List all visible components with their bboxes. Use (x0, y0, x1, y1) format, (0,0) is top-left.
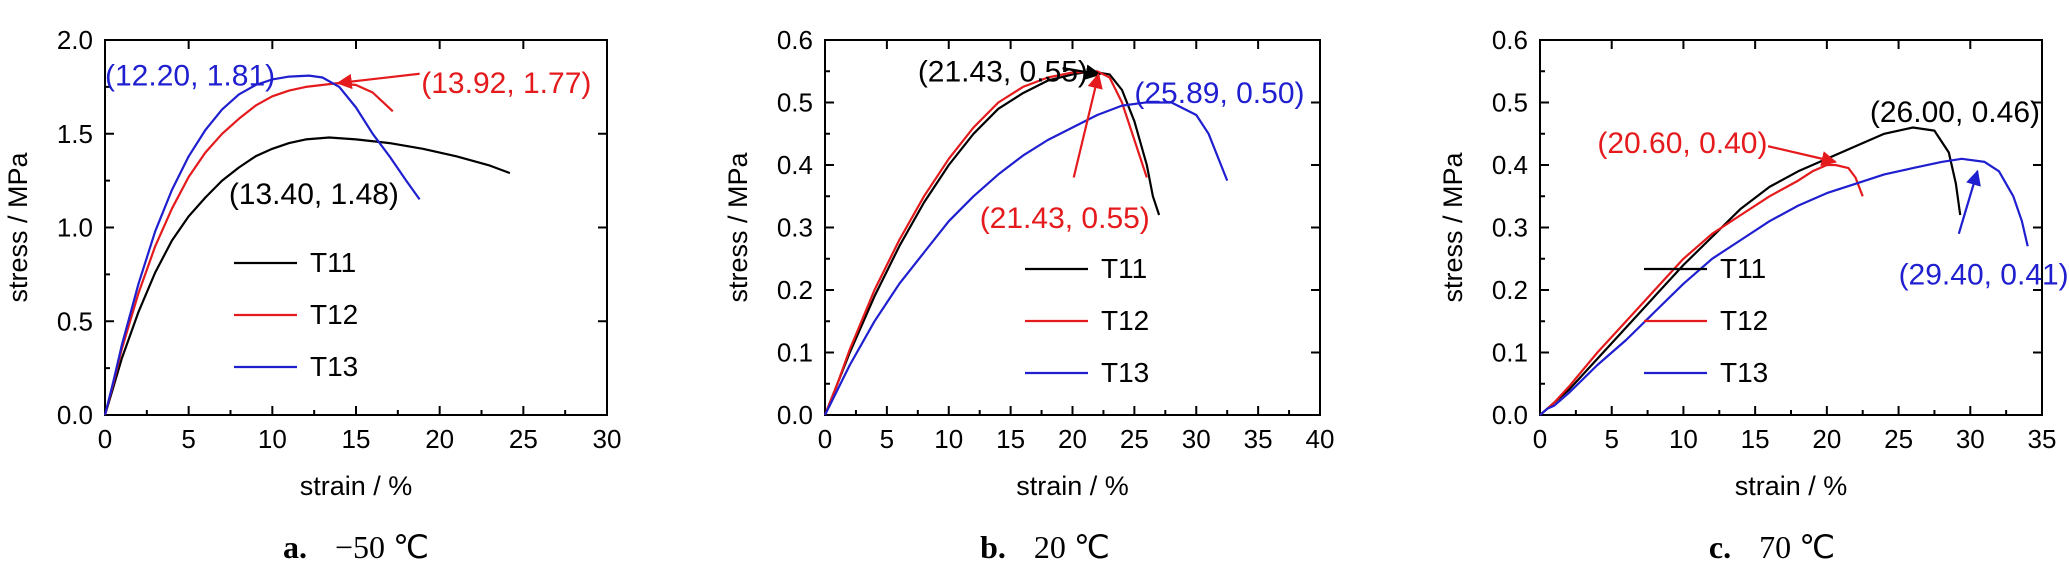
caption-condition: 20 ℃ (1034, 529, 1110, 565)
x-tick-label: 5 (181, 424, 195, 454)
legend-label-t11: T11 (310, 247, 356, 278)
y-tick-label: 0.6 (777, 25, 813, 55)
x-tick-label: 15 (996, 424, 1025, 454)
peak-annotation: (20.60, 0.40) (1597, 127, 1767, 160)
caption-letter: c. (1709, 529, 1731, 565)
peak-annotation: (21.43, 0.55) (980, 202, 1150, 235)
x-axis-title: strain / % (300, 471, 413, 501)
y-tick-label: 1.5 (57, 119, 93, 149)
peak-annotation: (13.92, 1.77) (421, 67, 591, 100)
x-tick-label: 25 (509, 424, 538, 454)
y-tick-label: 0.5 (1492, 88, 1528, 118)
x-tick-label: 30 (1956, 424, 1985, 454)
x-tick-label: 0 (98, 424, 112, 454)
caption-condition: 70 ℃ (1759, 529, 1835, 565)
y-tick-label: 0.0 (1492, 400, 1528, 430)
y-tick-label: 0.3 (777, 213, 813, 243)
x-tick-label: 15 (1741, 424, 1770, 454)
legend-label-t13: T13 (310, 351, 358, 382)
series-line-t13 (1539, 157, 2029, 416)
x-tick-label: 5 (1604, 424, 1618, 454)
x-tick-label: 25 (1120, 424, 1149, 454)
legend-label-t11: T11 (1720, 253, 1766, 284)
y-axis-title: stress / MPa (723, 152, 753, 303)
x-tick-label: 10 (1669, 424, 1698, 454)
x-tick-label: 40 (1306, 424, 1335, 454)
legend-label-t13: T13 (1720, 357, 1768, 388)
x-axis-title: strain / % (1735, 471, 1848, 501)
y-axis-title: stress / MPa (3, 152, 33, 303)
annotation-arrow (1072, 72, 1103, 178)
y-tick-label: 0.0 (777, 400, 813, 430)
y-tick-label: 0.1 (1492, 338, 1528, 368)
legend-label-t13: T13 (1101, 357, 1149, 388)
x-tick-label: 30 (1182, 424, 1211, 454)
legend-label-t12: T12 (1101, 305, 1149, 336)
peak-annotation: (13.40, 1.48) (229, 178, 399, 211)
annotation-arrow (336, 72, 420, 90)
series-line-t12 (1539, 163, 1864, 416)
y-tick-label: 0.2 (777, 275, 813, 305)
series-line-t11 (1539, 126, 1962, 416)
y-axis-title: stress / MPa (1438, 152, 1468, 303)
panel-c: 0 5 10 15 20 25 30 35 0.0 0.1 0.2 0.3 0.4 0.5 0.6 strai… (1438, 25, 2069, 565)
caption-letter: a. (283, 529, 307, 565)
panel-caption: b. 20 ℃ (980, 529, 1110, 565)
panel-a: 0 5 10 15 20 25 30 0.0 0.5 1.0 1.5 2.0 strain / % str… (3, 25, 621, 565)
caption-condition: −50 ℃ (335, 529, 429, 565)
x-tick-label: 15 (342, 424, 371, 454)
y-tick-label: 2.0 (57, 25, 93, 55)
y-tick-label: 0.1 (777, 338, 813, 368)
legend-label-t12: T12 (310, 299, 358, 330)
series-line-t12 (823, 70, 1148, 416)
x-tick-label: 0 (1533, 424, 1547, 454)
y-tick-label: 0.0 (57, 400, 93, 430)
x-tick-label: 20 (425, 424, 454, 454)
x-tick-label: 30 (593, 424, 622, 454)
peak-annotation: (21.43, 0.55) (918, 55, 1088, 88)
caption-letter: b. (980, 529, 1006, 565)
peak-annotation: (29.40, 0.41) (1899, 258, 2069, 291)
x-tick-label: 10 (934, 424, 963, 454)
y-tick-label: 1.0 (57, 213, 93, 243)
series-line-t13 (824, 101, 1229, 416)
series-line-t11 (103, 136, 511, 416)
x-tick-label: 10 (258, 424, 287, 454)
annotation-arrow (1957, 169, 1981, 235)
peak-annotation: (12.20, 1.81) (105, 60, 275, 93)
x-tick-label: 25 (1884, 424, 1913, 454)
peak-annotation: (26.00, 0.46) (1870, 96, 2040, 129)
panel-caption: c. 70 ℃ (1709, 529, 1835, 565)
legend-label-t12: T12 (1720, 305, 1768, 336)
x-tick-label: 5 (880, 424, 894, 454)
panel-b: 0 5 10 15 20 25 30 35 40 0.0 0.1 0.2 0.3 0.4 0.5 0.6 str… (723, 25, 1334, 565)
x-tick-label: 20 (1058, 424, 1087, 454)
series-line-t13 (103, 74, 421, 416)
x-axis-title: strain / % (1016, 471, 1129, 501)
x-tick-label: 35 (1244, 424, 1273, 454)
y-tick-label: 0.5 (777, 88, 813, 118)
y-tick-label: 0.4 (777, 150, 813, 180)
y-tick-label: 0.5 (57, 306, 93, 336)
y-tick-label: 0.6 (1492, 25, 1528, 55)
x-tick-label: 35 (2028, 424, 2057, 454)
legend-label-t11: T11 (1101, 253, 1147, 284)
panel-caption: a. −50 ℃ (283, 529, 429, 565)
series-line-t11 (823, 70, 1161, 416)
y-tick-label: 0.2 (1492, 275, 1528, 305)
peak-annotation: (25.89, 0.50) (1134, 77, 1304, 110)
y-tick-label: 0.3 (1492, 213, 1528, 243)
y-tick-label: 0.4 (1492, 150, 1528, 180)
x-tick-label: 0 (818, 424, 832, 454)
x-tick-label: 20 (1812, 424, 1841, 454)
annotation-arrow (1767, 145, 1837, 167)
